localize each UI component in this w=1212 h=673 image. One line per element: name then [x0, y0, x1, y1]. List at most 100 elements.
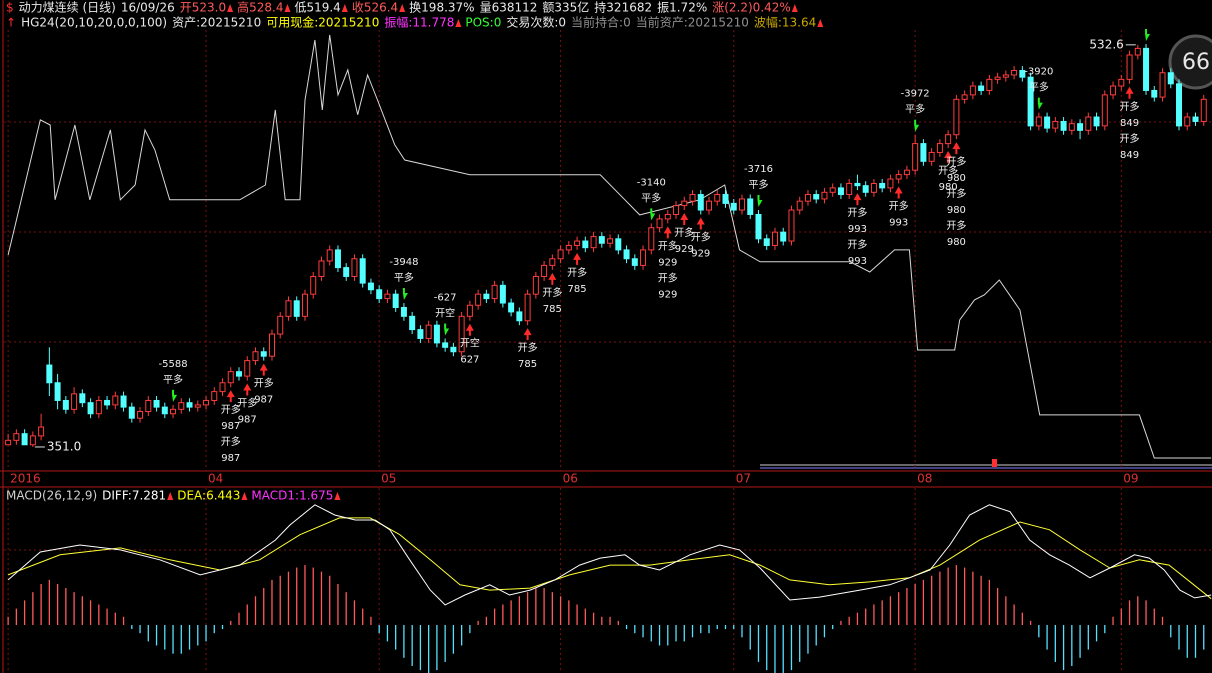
- signal-label: 987: [221, 453, 240, 464]
- candle-body: [1027, 76, 1034, 127]
- candle-body: [343, 267, 350, 277]
- candle-body: [301, 293, 308, 317]
- widget-ring: [1168, 34, 1212, 90]
- candle-body: [268, 333, 275, 357]
- candle-body: [71, 393, 78, 410]
- header-item: $: [6, 1, 14, 15]
- signal-arrow: [952, 142, 961, 155]
- header-arrow: [227, 4, 234, 12]
- signal-arrow: [754, 195, 763, 208]
- header-item: 资产:20215210: [172, 16, 261, 30]
- candle-body: [120, 395, 127, 408]
- candle-body: [813, 194, 820, 200]
- header-item: 当前持合:0: [571, 15, 631, 30]
- signal-label: 开空: [435, 306, 455, 319]
- candle-body: [763, 238, 770, 246]
- candle-body: [310, 275, 317, 295]
- candle-body: [945, 134, 952, 145]
- candle-body: [417, 329, 424, 339]
- candle-body: [755, 213, 762, 240]
- signal-label: 929: [675, 244, 694, 255]
- signal-arrow: [853, 193, 862, 206]
- candle-body: [483, 293, 490, 300]
- x-tick-label: 07: [736, 472, 751, 486]
- signal-label: 785: [543, 304, 562, 315]
- candle-body: [153, 399, 160, 408]
- candle-body: [1085, 116, 1092, 131]
- signal-label: 849: [1120, 150, 1139, 161]
- signal-label: 627: [460, 355, 479, 366]
- candle-body: [54, 382, 61, 401]
- signal-arrow: [663, 226, 672, 239]
- x-tick-label: 06: [563, 472, 578, 486]
- header-item: DEA:6.443: [177, 489, 240, 503]
- header-item: 低519.4: [294, 1, 340, 15]
- candle-body: [1060, 120, 1067, 131]
- header-item: MACD1:1.675: [251, 489, 333, 503]
- candle-body: [499, 284, 506, 304]
- candle-body: [400, 306, 407, 317]
- candle-body: [1200, 98, 1207, 122]
- candle-body: [227, 371, 234, 384]
- candle-body: [837, 187, 844, 196]
- x-tick-label: 04: [208, 472, 223, 486]
- candle-body: [367, 282, 374, 291]
- header-item: ↑: [6, 16, 16, 30]
- header-item: MACD(26,12,9): [6, 489, 97, 503]
- candle-body: [565, 244, 572, 251]
- candle-body: [1077, 123, 1084, 131]
- candle-body: [689, 194, 696, 202]
- header-item: 收526.4: [352, 1, 398, 15]
- signal-label: 开多: [658, 271, 678, 284]
- candle-body: [1167, 72, 1174, 85]
- signal-label: -627: [434, 292, 457, 303]
- candle-body: [903, 169, 910, 176]
- signal-label: -3920: [1024, 67, 1053, 78]
- header-item: 可用现金:20215210: [266, 15, 379, 30]
- candle-body: [870, 182, 877, 193]
- signal-label: 929: [658, 257, 677, 268]
- candle-body: [104, 399, 111, 406]
- x-tick-label: 2016: [10, 472, 41, 486]
- candle-body: [21, 433, 28, 446]
- signal-arrow: [548, 272, 557, 285]
- candle-body: [697, 194, 704, 211]
- signal-label: 开多: [1120, 132, 1140, 145]
- candle-body: [409, 315, 416, 331]
- candle-body: [582, 240, 589, 249]
- candle-body: [607, 238, 614, 244]
- signal-label: 849: [1120, 118, 1139, 129]
- signal-arrow: [441, 323, 450, 336]
- candle-body: [1068, 123, 1075, 131]
- candle-body: [804, 194, 811, 202]
- signal-label: 开多: [221, 435, 241, 448]
- candle-body: [433, 324, 440, 344]
- candle-body: [978, 85, 985, 91]
- signal-label: 开多: [658, 239, 678, 252]
- signal-label: 开多: [889, 199, 909, 212]
- candle-body: [285, 300, 292, 317]
- candle-body: [376, 289, 383, 300]
- header-item: 动力煤连续 (日线): [19, 0, 116, 15]
- candle-body: [1143, 47, 1150, 91]
- candle-body: [450, 346, 457, 353]
- header-item: 换198.37%: [409, 1, 474, 15]
- signal-label: 平多: [163, 373, 183, 386]
- candle-body: [673, 205, 680, 215]
- candle-body: [788, 209, 795, 242]
- candle-body: [920, 143, 927, 162]
- signal-label: 平多: [394, 271, 414, 284]
- candle-body: [293, 300, 300, 317]
- signal-label: 开多: [221, 403, 241, 416]
- extreme-label: 351.0: [47, 439, 81, 453]
- candle-body: [178, 402, 185, 410]
- header-item: 当前资产:20215210: [636, 15, 749, 30]
- header-arrow: [284, 4, 291, 12]
- signal-label: 平多: [641, 191, 661, 204]
- candle-body: [1002, 74, 1009, 78]
- signal-arrow: [1034, 97, 1043, 110]
- candle-body: [656, 218, 663, 229]
- candle-body: [359, 258, 366, 284]
- candle-body: [194, 404, 201, 408]
